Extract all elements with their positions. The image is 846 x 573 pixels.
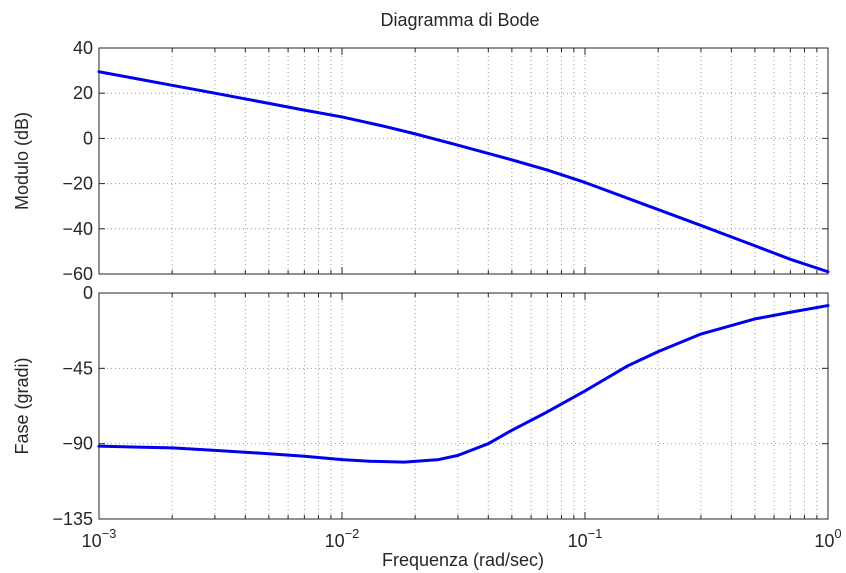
chart-title: Diagramma di Bode [380, 10, 539, 30]
magnitude-y-tick-label: −20 [62, 174, 93, 194]
phase-x-tick-label: 10−3 [82, 526, 117, 551]
magnitude-plot-area [99, 48, 828, 274]
phase-y-tick-label: −45 [62, 358, 93, 378]
magnitude-panel: −60 −40 −20 0 20 40 [62, 38, 830, 284]
phase-axes-box [98, 292, 829, 520]
x-axis-label: Frequenza (rad/sec) [382, 550, 544, 570]
phase-x-tick-label: 10−1 [568, 526, 603, 551]
magnitude-y-tick-label: 40 [73, 38, 93, 58]
magnitude-y-tick-label: 20 [73, 83, 93, 103]
magnitude-series-line [97, 70, 830, 274]
phase-panel: −135 −90 −45 0 10−3 10−2 10−1 100 [52, 283, 841, 551]
phase-y-tick-label: −90 [62, 434, 93, 454]
magnitude-axes-box [98, 47, 829, 275]
phase-plot-area [99, 293, 828, 519]
phase-series-line [97, 304, 830, 464]
phase-y-tick-label: 0 [83, 283, 93, 303]
magnitude-y-tick-label: −60 [62, 264, 93, 284]
phase-x-tick-label: 100 [814, 526, 841, 551]
phase-y-axis-label: Fase (gradi) [12, 357, 32, 454]
phase-y-tick-label: −135 [52, 509, 93, 529]
magnitude-y-axis-label: Modulo (dB) [12, 112, 32, 210]
phase-x-tick-label: 10−2 [325, 526, 360, 551]
magnitude-y-tick-label: −40 [62, 219, 93, 239]
magnitude-y-tick-label: 0 [83, 128, 93, 148]
